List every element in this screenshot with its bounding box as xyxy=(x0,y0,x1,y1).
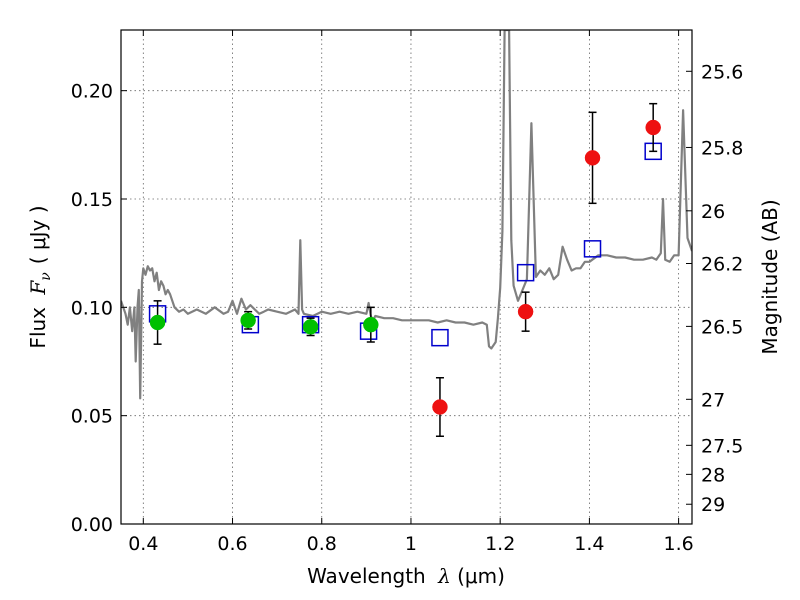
y-tick-label: 0.20 xyxy=(71,81,113,103)
y2-tick-label: 27.5 xyxy=(701,435,743,457)
plot-frame xyxy=(120,29,693,525)
x-tick-label: 1.6 xyxy=(664,533,694,555)
grid-lines xyxy=(121,30,692,525)
model-flux-square xyxy=(583,240,602,258)
x-tick-label: 1 xyxy=(405,533,417,555)
axis-ticks: 0.4 0.6 0.8 1 1.2 1.4 1.6 0.00 0.05 0.10 0.15 0.20 2… xyxy=(71,30,743,555)
x-tick-label: 0.6 xyxy=(217,533,247,555)
model-flux-square xyxy=(431,328,449,347)
observed-flux-point xyxy=(149,314,166,331)
observed-flux-point xyxy=(302,319,319,335)
x-tick-label: 1.2 xyxy=(485,533,515,555)
x-tick-label: 1.4 xyxy=(574,533,604,555)
y2-tick-label: 26.2 xyxy=(701,253,743,275)
y2-tick-label: 27 xyxy=(701,389,725,411)
y2-tick-label: 26 xyxy=(701,201,725,223)
data-markers xyxy=(148,102,662,437)
y-tick-label: 0.10 xyxy=(71,297,113,319)
y-tick-label: 0.05 xyxy=(71,406,113,428)
observed-flux-point xyxy=(432,399,448,415)
observed-flux-point xyxy=(584,150,601,166)
observed-flux-point xyxy=(645,119,661,136)
observed-flux-point xyxy=(240,312,256,329)
observed-flux-point xyxy=(363,316,379,333)
x-tick-label: 0.4 xyxy=(128,533,158,555)
sed-model-path xyxy=(121,30,692,400)
y2-tick-label: 28 xyxy=(701,464,725,486)
y2-tick-label: 26.5 xyxy=(701,316,743,338)
y2-tick-label: 29 xyxy=(701,494,725,516)
sed-model-line xyxy=(121,30,692,400)
x-tick-label: 0.8 xyxy=(307,533,337,555)
y2-axis-title: Magnitude (AB) xyxy=(758,199,782,354)
observed-flux-point xyxy=(517,303,534,320)
y-tick-label: 0.15 xyxy=(71,189,113,211)
y-tick-label: 0.00 xyxy=(71,514,113,536)
y-axis-title: Flux Fν( μJy ) xyxy=(26,205,54,348)
x-axis-title: Wavelength λ (μm) xyxy=(307,564,505,588)
y2-tick-label: 25.6 xyxy=(701,61,743,83)
y2-tick-label: 25.8 xyxy=(701,137,743,159)
model-flux-square xyxy=(516,263,535,282)
